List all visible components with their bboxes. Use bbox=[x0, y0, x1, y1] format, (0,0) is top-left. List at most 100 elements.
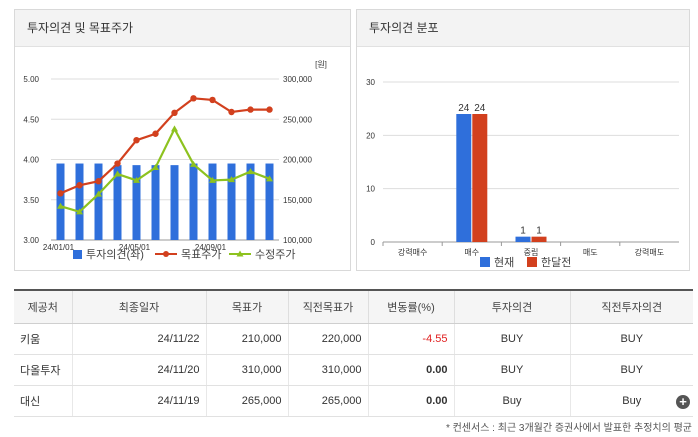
x-tick-label: 매수 bbox=[464, 248, 479, 257]
x-tick-label: 24/05/01 bbox=[119, 243, 151, 252]
cell-date: 24/11/19 bbox=[72, 385, 207, 417]
table-row: 대신 24/11/19 265,000 265,000 0.00 Buy Buy bbox=[14, 385, 693, 417]
legend-swatch-opinion bbox=[73, 250, 82, 259]
target-price-point bbox=[76, 182, 83, 189]
cell-date: 24/11/20 bbox=[72, 354, 207, 386]
cell-provider: 다올투자 bbox=[14, 354, 73, 386]
cell-opinion: BUY bbox=[454, 323, 571, 355]
y-tick-label: 10 bbox=[366, 185, 375, 194]
cell-change: 0.00 bbox=[368, 385, 455, 417]
legend-label: 목표주가 bbox=[181, 248, 221, 261]
opinion-bar bbox=[56, 163, 65, 240]
opinion-target-price-panel: 투자의견 및 목표주가 5.00 4.50 4.00 3.50 3.00 300,000 2… bbox=[14, 9, 351, 271]
target-price-point bbox=[95, 178, 102, 185]
footnote: * 컨센서스 : 최근 3개월간 증권사에서 발표한 추정치의 평균 bbox=[445, 423, 692, 434]
opinion-bar bbox=[170, 165, 179, 240]
cell-prev-opinion: BUY bbox=[570, 354, 693, 386]
cell-prev-opinion: Buy bbox=[570, 385, 693, 417]
header-provider: 제공처 bbox=[14, 289, 73, 324]
cell-change: -4.55 bbox=[368, 323, 455, 355]
opinion-bar bbox=[94, 163, 103, 240]
target-price-point bbox=[152, 130, 159, 137]
target-price-point bbox=[228, 108, 235, 116]
y-left-tick-label: 4.00 bbox=[23, 156, 39, 165]
x-tick-label: 강력매수 bbox=[398, 247, 427, 257]
panel-title: 투자의견 및 목표주가 bbox=[15, 10, 350, 47]
target-price-point bbox=[114, 160, 121, 167]
target-price-point bbox=[209, 96, 216, 104]
cell-prev-target: 310,000 bbox=[288, 354, 369, 386]
header-prev-target: 직전목표가 bbox=[288, 289, 369, 324]
legend-swatch-current bbox=[480, 257, 490, 267]
cell-prev-target: 220,000 bbox=[288, 323, 369, 355]
opinion-target-price-chart: 5.00 4.50 4.00 3.50 3.00 300,000 250,000 200,00… bbox=[23, 60, 326, 261]
header-date: 최종일자 bbox=[72, 289, 207, 324]
chart-legend: 현재 한달전 bbox=[480, 256, 571, 269]
more-button[interactable]: + bbox=[676, 395, 690, 409]
y-right-tick-label: 300,000 bbox=[283, 75, 312, 84]
x-tick-label: 24/01/01 bbox=[43, 243, 75, 252]
x-tick-label: 매도 bbox=[583, 248, 598, 257]
y-tick-label: 20 bbox=[366, 131, 375, 140]
cell-prev-opinion: BUY bbox=[570, 323, 693, 355]
prev-month-bar bbox=[472, 114, 488, 242]
current-bar bbox=[456, 114, 472, 242]
y-right-tick-label: 100,000 bbox=[283, 236, 312, 245]
header-opinion: 투자의견 bbox=[454, 289, 571, 324]
header-change: 변동률(%) bbox=[368, 289, 455, 324]
adjusted-price-point bbox=[266, 175, 273, 182]
adjusted-price-point bbox=[171, 125, 178, 132]
target-price-point bbox=[57, 190, 64, 197]
cell-target: 265,000 bbox=[206, 385, 289, 417]
adjusted-price-point bbox=[76, 208, 83, 215]
legend-marker-target bbox=[163, 251, 169, 257]
legend-label: 현재 bbox=[494, 256, 514, 269]
opinion-bar bbox=[227, 163, 236, 240]
cell-target: 210,000 bbox=[206, 323, 289, 355]
cell-target: 310,000 bbox=[206, 354, 289, 386]
cell-change: 0.00 bbox=[368, 354, 455, 386]
cell-provider: 키움 bbox=[14, 323, 73, 355]
opinion-bar bbox=[246, 163, 255, 240]
opinion-bar bbox=[132, 165, 141, 240]
y-left-tick-label: 4.50 bbox=[23, 115, 39, 124]
adjusted-price-point bbox=[95, 190, 102, 197]
cell-opinion: Buy bbox=[454, 385, 571, 417]
bar-value-label: 1 bbox=[520, 226, 526, 237]
x-tick-label: 중립 bbox=[524, 248, 539, 257]
legend-swatch-prev bbox=[527, 257, 537, 267]
bar-value-label: 24 bbox=[474, 103, 486, 114]
current-bar bbox=[515, 236, 531, 242]
legend-label: 수정주가 bbox=[255, 248, 295, 261]
target-price-point bbox=[133, 136, 140, 144]
opinion-bar bbox=[189, 163, 198, 240]
cell-provider: 대신 bbox=[14, 385, 73, 417]
header-target: 목표가 bbox=[206, 289, 289, 324]
y-right-tick-label: 250,000 bbox=[283, 115, 312, 124]
bar-value-label: 1 bbox=[536, 226, 542, 237]
cell-date: 24/11/22 bbox=[72, 323, 207, 355]
table-row: 키움 24/11/22 210,000 220,000 -4.55 BUY BU… bbox=[14, 323, 693, 355]
target-price-point bbox=[247, 106, 254, 113]
adjusted-price-point bbox=[57, 202, 64, 209]
y-tick-label: 0 bbox=[371, 238, 376, 247]
x-tick-label: 강력매도 bbox=[635, 247, 664, 257]
chart-legend: 투자의견(좌) 목표주가 수정주가 bbox=[73, 248, 295, 261]
opinion-bar bbox=[265, 163, 274, 240]
opinion-bar bbox=[151, 165, 160, 240]
header-prev-opinion: 직전투자의견 bbox=[570, 289, 693, 324]
opinion-bar bbox=[75, 163, 84, 240]
prev-month-bar bbox=[531, 236, 547, 242]
bar-value-label: 24 bbox=[458, 103, 470, 114]
y-left-tick-label: 3.00 bbox=[23, 236, 39, 245]
y-tick-label: 30 bbox=[366, 78, 375, 87]
panel-title: 투자의견 분포 bbox=[357, 10, 689, 47]
table-row: 다올투자 24/11/20 310,000 310,000 0.00 BUY B… bbox=[14, 354, 693, 386]
target-price-point bbox=[266, 106, 273, 113]
table-header-row: 제공처 최종일자 목표가 직전목표가 변동률(%) 투자의견 직전투자의견 bbox=[14, 289, 693, 324]
adjusted-price-point bbox=[114, 170, 121, 177]
cell-prev-target: 265,000 bbox=[288, 385, 369, 417]
legend-label: 한달전 bbox=[541, 256, 571, 269]
